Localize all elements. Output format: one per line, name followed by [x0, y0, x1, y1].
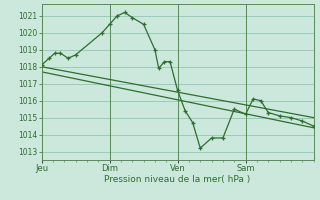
X-axis label: Pression niveau de la mer( hPa ): Pression niveau de la mer( hPa ) — [104, 175, 251, 184]
